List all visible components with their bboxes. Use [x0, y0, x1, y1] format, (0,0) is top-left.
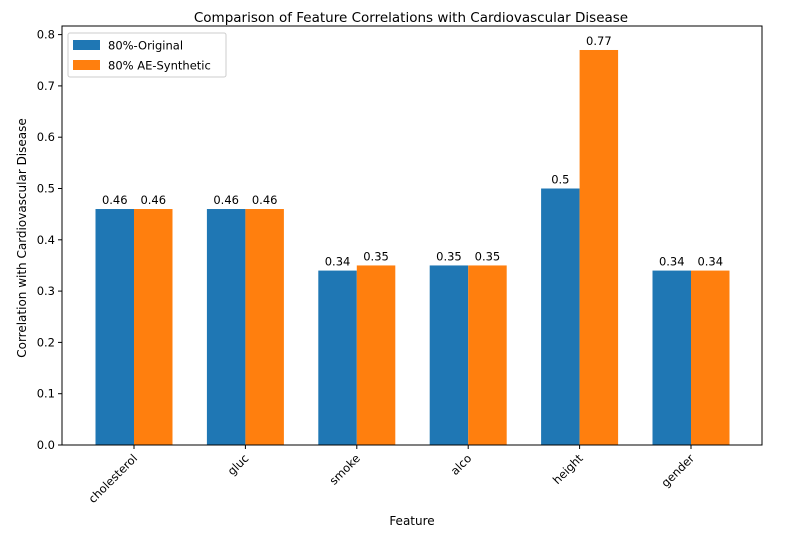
- plot-frame: [61, 25, 763, 446]
- x-tick-label-height: height: [550, 451, 586, 487]
- legend: 80%-Original 80% AE-Synthetic: [67, 32, 227, 78]
- bar-label-original-gender: 0.34: [659, 255, 685, 269]
- bar-label-synthetic-height: 0.77: [586, 34, 612, 48]
- bar-label-original-height: 0.5: [551, 173, 569, 187]
- legend-label-original: 80%-Original: [108, 39, 183, 53]
- bar-labels-group: 0.46 0.46 0.34 0.35 0.5 0.34 0.46 0.46 0.35 0.35 0…: [102, 34, 723, 269]
- bar-label-original-cholesterol: 0.46: [102, 193, 128, 207]
- y-axis-title: Correlation with Cardiovascular Disease: [15, 118, 29, 358]
- bar-original-gluc: [206, 209, 246, 445]
- bar-label-synthetic-alco: 0.35: [475, 249, 501, 263]
- legend-swatch-synthetic: [73, 60, 100, 70]
- bar-original-alco: [429, 265, 469, 445]
- bars-group: [95, 49, 730, 446]
- y-tick-label: 0.4: [37, 233, 55, 247]
- x-tick-label-gluc: gluc: [225, 451, 252, 478]
- y-tick-label: 0.2: [37, 335, 55, 349]
- y-tick-label: 0.0: [37, 438, 55, 452]
- y-tick-label: 0.1: [37, 387, 55, 401]
- x-tick-label-cholesterol: cholesterol: [86, 451, 141, 506]
- legend-label-synthetic: 80% AE-Synthetic: [108, 59, 211, 73]
- y-tick-label: 0.3: [37, 284, 55, 298]
- legend-swatch-original: [73, 40, 100, 50]
- y-tick-label: 0.5: [37, 182, 55, 196]
- bar-label-original-gluc: 0.46: [213, 193, 239, 207]
- y-tick-label: 0.8: [37, 28, 55, 42]
- bar-synthetic-height: [579, 49, 619, 446]
- bar-synthetic-gluc: [245, 209, 284, 445]
- x-tick-label-alco: alco: [448, 451, 475, 478]
- bar-original-height: [541, 188, 580, 445]
- bar-label-synthetic-gender: 0.34: [697, 255, 723, 269]
- x-axis: cholesterol gluc smoke alco height gender: [86, 445, 697, 506]
- bar-original-smoke: [318, 270, 357, 445]
- y-axis: 0.0 0.1 0.2 0.3 0.4 0.5 0.6 0.7 0.8: [37, 28, 62, 452]
- bar-synthetic-gender: [691, 270, 730, 445]
- bar-label-original-alco: 0.35: [436, 249, 462, 263]
- bar-original-cholesterol: [95, 209, 134, 445]
- bar-label-synthetic-smoke: 0.35: [363, 249, 389, 263]
- bar-synthetic-smoke: [356, 265, 396, 445]
- bar-original-gender: [652, 270, 691, 445]
- bar-synthetic-alco: [468, 265, 507, 445]
- bar-label-synthetic-gluc: 0.46: [252, 193, 278, 207]
- bar-label-original-smoke: 0.34: [325, 255, 351, 269]
- y-tick-label: 0.7: [37, 79, 55, 93]
- legend-box: [67, 32, 227, 78]
- bar-synthetic-cholesterol: [134, 209, 173, 445]
- x-tick-label-gender: gender: [658, 451, 697, 490]
- bar-label-synthetic-cholesterol: 0.46: [140, 193, 166, 207]
- x-axis-title: Feature: [389, 514, 434, 528]
- chart-title: Comparison of Feature Correlations with …: [194, 10, 628, 26]
- y-tick-label: 0.6: [37, 130, 55, 144]
- x-tick-label-smoke: smoke: [326, 451, 362, 487]
